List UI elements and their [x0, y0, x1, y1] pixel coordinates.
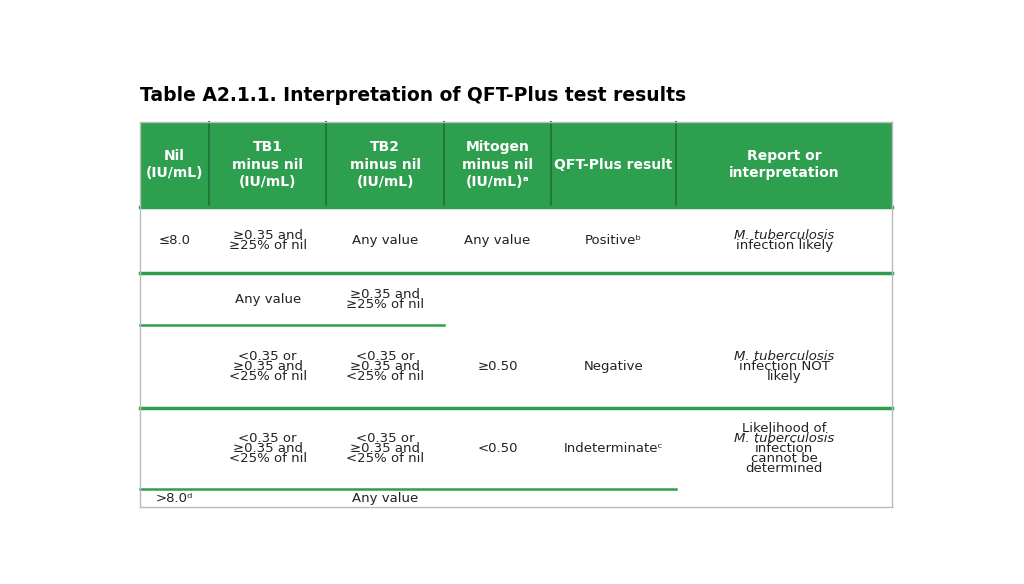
Text: infection: infection: [755, 442, 813, 455]
Bar: [140, 122, 892, 207]
Text: ≥25% of nil: ≥25% of nil: [346, 298, 424, 311]
Text: Any value: Any value: [352, 234, 418, 247]
Text: Negative: Negative: [584, 360, 643, 373]
Text: TB2
minus nil
(IU/mL): TB2 minus nil (IU/mL): [349, 140, 421, 189]
Text: ≥0.35 and: ≥0.35 and: [350, 288, 420, 301]
Text: Any value: Any value: [234, 293, 301, 306]
Text: Indeterminateᶜ: Indeterminateᶜ: [564, 442, 664, 455]
Text: ≥25% of nil: ≥25% of nil: [228, 239, 307, 252]
Text: Any value: Any value: [464, 234, 530, 247]
Text: ≥0.35 and: ≥0.35 and: [232, 229, 303, 242]
Text: <0.50: <0.50: [477, 442, 518, 455]
Text: ≥0.35 and: ≥0.35 and: [232, 360, 303, 373]
Text: M. tuberculosis: M. tuberculosis: [734, 350, 835, 363]
Text: Table A2.1.1. Interpretation of QFT-Plus test results: Table A2.1.1. Interpretation of QFT-Plus…: [140, 86, 686, 105]
Text: <0.35 or: <0.35 or: [356, 350, 415, 363]
Text: <25% of nil: <25% of nil: [228, 370, 307, 383]
Text: Mitogen
minus nil
(IU/mL)ᵃ: Mitogen minus nil (IU/mL)ᵃ: [462, 140, 532, 189]
Text: likely: likely: [767, 370, 802, 383]
Text: ≤8.0: ≤8.0: [159, 234, 190, 247]
Text: >8.0ᵈ: >8.0ᵈ: [156, 492, 194, 505]
Text: QFT-Plus result: QFT-Plus result: [554, 158, 673, 172]
Text: <25% of nil: <25% of nil: [346, 452, 424, 465]
Text: Positiveᵇ: Positiveᵇ: [585, 234, 642, 247]
Text: cannot be: cannot be: [751, 452, 818, 465]
Text: Likelihood of: Likelihood of: [742, 422, 826, 436]
Text: TB1
minus nil
(IU/mL): TB1 minus nil (IU/mL): [232, 140, 303, 189]
Text: ≥0.35 and: ≥0.35 and: [350, 360, 420, 373]
Text: ≥0.35 and: ≥0.35 and: [350, 442, 420, 455]
Text: Nil
(IU/mL): Nil (IU/mL): [145, 148, 203, 180]
Text: <25% of nil: <25% of nil: [346, 370, 424, 383]
Text: <25% of nil: <25% of nil: [228, 452, 307, 465]
Text: Any value: Any value: [352, 492, 418, 505]
Text: determined: determined: [745, 462, 823, 475]
Text: M. tuberculosis: M. tuberculosis: [734, 432, 835, 446]
Text: <0.35 or: <0.35 or: [239, 432, 297, 446]
Text: M. tuberculosis: M. tuberculosis: [734, 229, 835, 242]
Text: <0.35 or: <0.35 or: [356, 432, 415, 446]
Text: ≥0.50: ≥0.50: [477, 360, 518, 373]
Text: infection NOT: infection NOT: [739, 360, 829, 373]
Text: <0.35 or: <0.35 or: [239, 350, 297, 363]
Text: Report or
interpretation: Report or interpretation: [729, 148, 840, 180]
Text: ≥0.35 and: ≥0.35 and: [232, 442, 303, 455]
Text: infection likely: infection likely: [736, 239, 833, 252]
